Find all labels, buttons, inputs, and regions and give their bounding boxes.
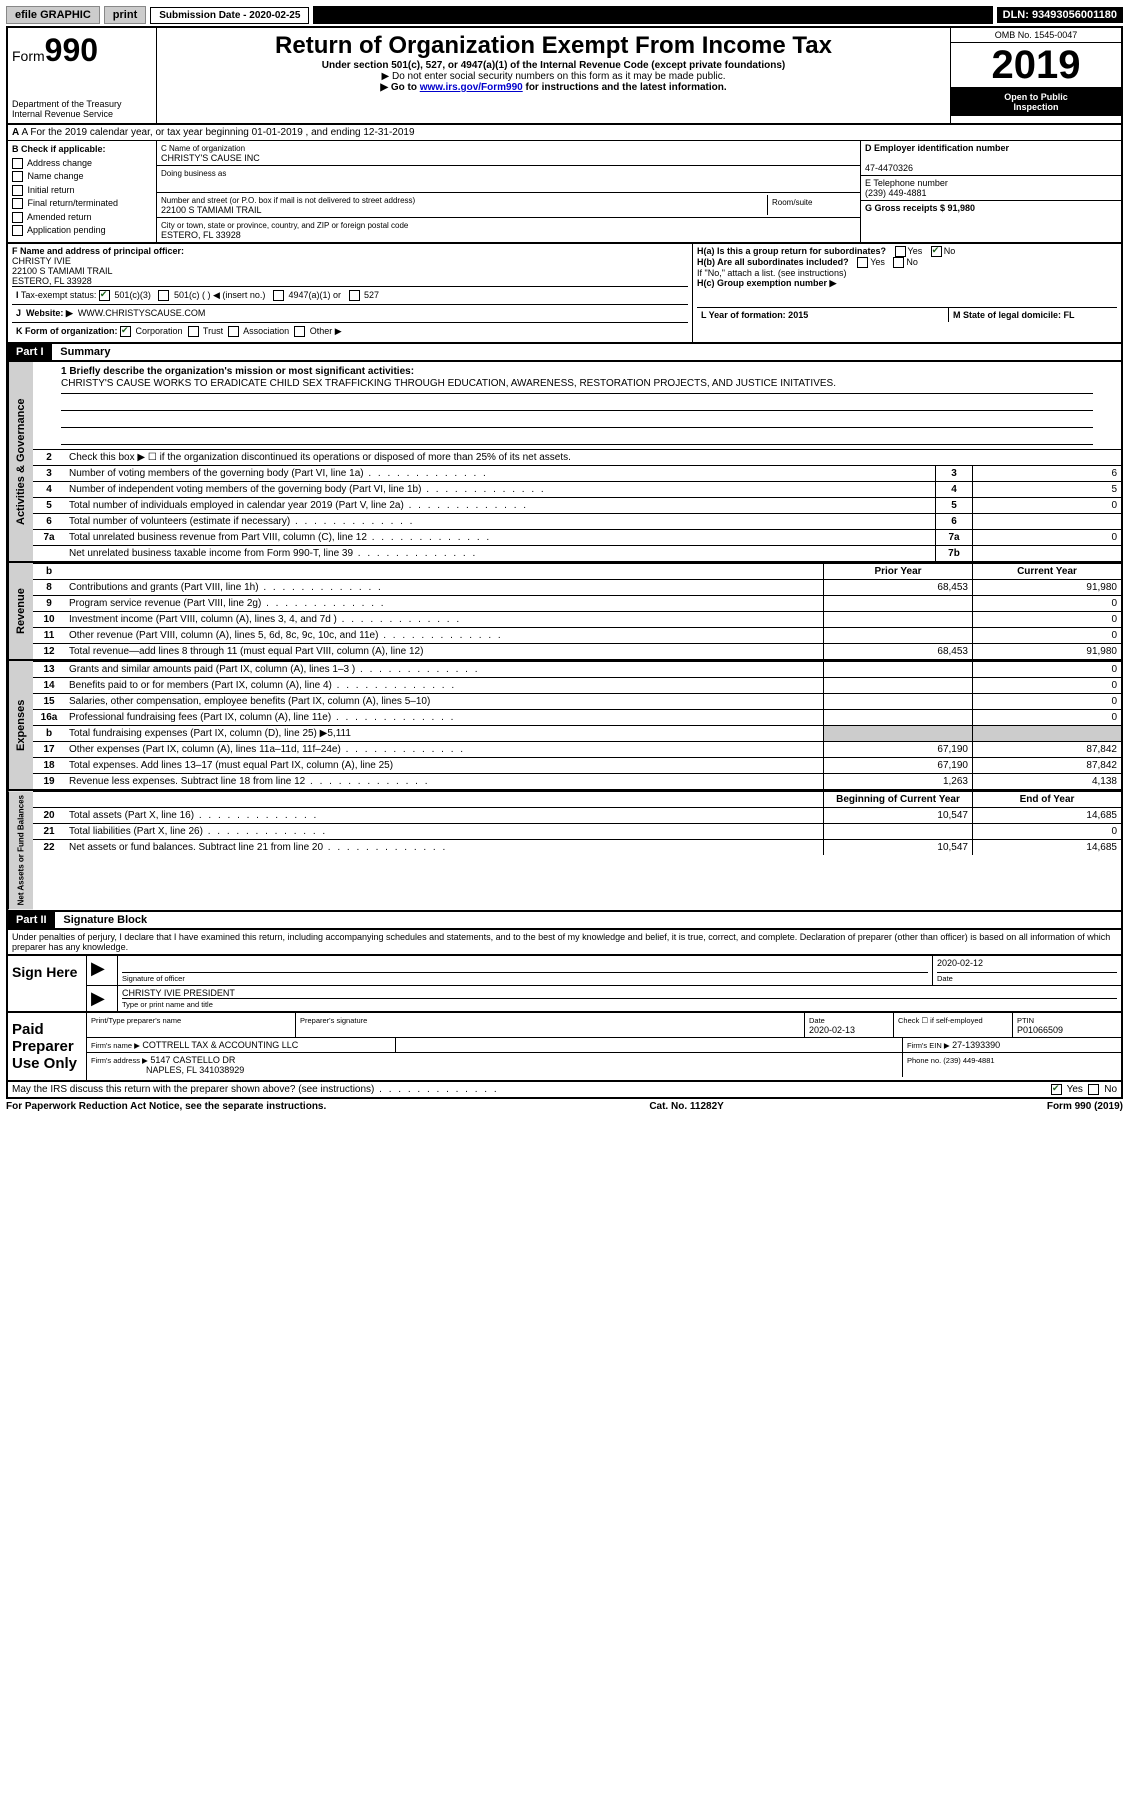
form990-link[interactable]: www.irs.gov/Form990: [420, 82, 523, 93]
discuss-no[interactable]: [1088, 1084, 1099, 1095]
submission-date: Submission Date - 2020-02-25: [150, 7, 309, 24]
part2-header: Part II: [8, 912, 55, 928]
year-formation: L Year of formation: 2015: [701, 310, 808, 320]
discuss-row: May the IRS discuss this return with the…: [6, 1082, 1123, 1099]
chk-4947[interactable]: [273, 290, 284, 301]
chk-assoc[interactable]: [228, 326, 239, 337]
chk-amended[interactable]: [12, 212, 23, 223]
chk-527[interactable]: [349, 290, 360, 301]
chk-name-change[interactable]: [12, 171, 23, 182]
org-name: CHRISTY'S CAUSE INC: [161, 153, 260, 163]
hb-no[interactable]: [893, 257, 904, 268]
form-number: 990: [45, 32, 98, 68]
gov-lines: 2Check this box ▶ ☐ if the organization …: [33, 449, 1121, 561]
part1-title: Summary: [54, 344, 116, 360]
penalty-statement: Under penalties of perjury, I declare th…: [6, 930, 1123, 956]
sign-here-block: Sign Here ▶ Signature of officer 2020-02…: [6, 956, 1123, 1013]
side-expenses: Expenses: [8, 661, 33, 789]
page-footer: For Paperwork Reduction Act Notice, see …: [6, 1099, 1123, 1114]
chk-app-pending[interactable]: [12, 225, 23, 236]
ptin: P01066509: [1017, 1025, 1063, 1035]
omb-number: OMB No. 1545-0047: [951, 28, 1121, 43]
part2-title: Signature Block: [57, 912, 153, 928]
chk-final-return[interactable]: [12, 198, 23, 209]
form-header: Form990 Department of the Treasury Inter…: [6, 26, 1123, 125]
form-title: Return of Organization Exempt From Incom…: [165, 32, 942, 60]
street-address: 22100 S TAMIAMI TRAIL: [161, 205, 262, 215]
ha-no[interactable]: [931, 246, 942, 257]
prep-date: 2020-02-13: [809, 1025, 855, 1035]
firm-address: 5147 CASTELLO DR: [150, 1055, 235, 1065]
chk-initial-return[interactable]: [12, 185, 23, 196]
paid-preparer-block: Paid Preparer Use Only Print/Type prepar…: [6, 1013, 1123, 1082]
period-row: A A For the 2019 calendar year, or tax y…: [6, 125, 1123, 141]
irs-label: Internal Revenue Service: [12, 109, 152, 119]
mission-text: CHRISTY'S CAUSE WORKS TO ERADICATE CHILD…: [61, 377, 1093, 394]
sign-here-label: Sign Here: [8, 956, 87, 1011]
website: WWW.CHRISTYSCAUSE.COM: [78, 308, 206, 318]
side-revenue: Revenue: [8, 563, 33, 659]
officer-name: CHRISTY IVIE: [12, 256, 71, 266]
chk-501c[interactable]: [158, 290, 169, 301]
entity-block: B Check if applicable: Address change Na…: [6, 141, 1123, 244]
efile-btn[interactable]: efile GRAPHIC: [6, 6, 100, 24]
chk-501c3[interactable]: [99, 290, 110, 301]
subtitle-3: ▶ Go to www.irs.gov/Form990 for instruct…: [165, 82, 942, 93]
form-label: Form: [12, 48, 45, 64]
firm-ein: 27-1393390: [952, 1040, 1000, 1050]
print-btn[interactable]: print: [104, 6, 146, 24]
state-domicile: M State of legal domicile: FL: [953, 310, 1075, 320]
hb-yes[interactable]: [857, 257, 868, 268]
part1-header: Part I: [8, 344, 52, 360]
side-activities-governance: Activities & Governance: [8, 362, 33, 561]
gross-receipts: G Gross receipts $ 91,980: [865, 203, 975, 213]
dln: DLN: 93493056001180: [997, 7, 1123, 23]
officer-printed: CHRISTY IVIE PRESIDENT: [122, 988, 1117, 999]
chk-trust[interactable]: [188, 326, 199, 337]
col-b-checkboxes: B Check if applicable: Address change Na…: [8, 141, 157, 242]
toolbar-fill: [313, 6, 992, 24]
subtitle-1: Under section 501(c), 527, or 4947(a)(1)…: [165, 60, 942, 71]
ha-yes[interactable]: [895, 246, 906, 257]
section-f-to-k: F Name and address of principal officer:…: [6, 244, 1123, 344]
subtitle-2: ▶ Do not enter social security numbers o…: [165, 71, 942, 82]
paid-preparer-label: Paid Preparer Use Only: [8, 1013, 87, 1080]
tax-year: 2019: [951, 43, 1121, 88]
chk-address-change[interactable]: [12, 158, 23, 169]
firm-phone: Phone no. (239) 449-4881: [907, 1056, 995, 1065]
side-net-assets: Net Assets or Fund Balances: [8, 791, 33, 909]
chk-corp[interactable]: [120, 326, 131, 337]
chk-other[interactable]: [294, 326, 305, 337]
city-state-zip: ESTERO, FL 33928: [161, 230, 241, 240]
firm-name: COTTRELL TAX & ACCOUNTING LLC: [142, 1040, 298, 1050]
top-toolbar: efile GRAPHIC print Submission Date - 20…: [6, 6, 1123, 24]
dept-treasury: Department of the Treasury: [12, 99, 152, 109]
open-public: Open to PublicInspection: [951, 88, 1121, 116]
phone: (239) 449-4881: [865, 188, 927, 198]
sig-date: 2020-02-12: [937, 958, 1117, 973]
ein: 47-4470326: [865, 163, 913, 173]
discuss-yes[interactable]: [1051, 1084, 1062, 1095]
